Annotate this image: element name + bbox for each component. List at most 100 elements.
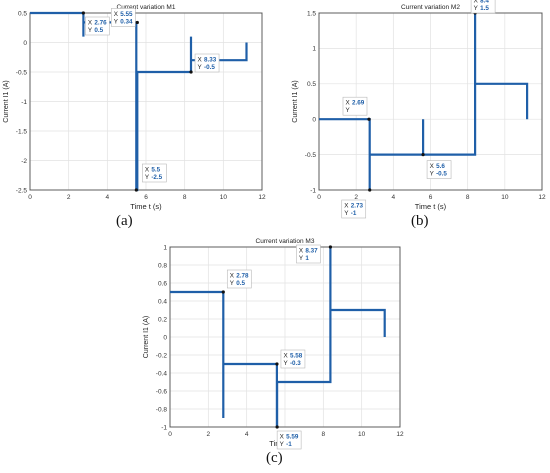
x-tick-label: 0 xyxy=(317,194,321,201)
datatip-x-label: X xyxy=(299,248,304,255)
y-tick-label: -2 xyxy=(21,158,27,165)
x-tick-label: 6 xyxy=(429,194,433,201)
datatip-y-label: Y xyxy=(344,210,349,217)
datatip-y-label: Y xyxy=(299,255,304,262)
x-axis-label: Time t (s) xyxy=(415,202,447,211)
y-axis-label: Current I1 (A) xyxy=(143,316,150,358)
datatip: X 5.55Y 0.34 xyxy=(111,8,136,27)
x-tick-label: 2 xyxy=(354,194,358,201)
y-tick-label: -0.5 xyxy=(16,69,28,76)
datatip-x-label: X xyxy=(283,353,288,360)
x-tick-label: 12 xyxy=(538,194,546,201)
x-tick-label: 12 xyxy=(396,431,404,438)
datatip: X 2.69Y xyxy=(342,96,368,116)
y-tick-label: -0.4 xyxy=(156,370,168,377)
datatip-box xyxy=(296,244,321,264)
y-axis-label: Current I1 (A) xyxy=(3,80,10,122)
datatip-y-label: Y xyxy=(283,360,288,367)
datatip-y-label: Y xyxy=(198,64,203,71)
datatip: X 2.78Y 0.5 xyxy=(226,269,252,289)
datatip-x-label: X xyxy=(474,0,479,5)
datatip-x-label: X xyxy=(88,20,93,27)
datatip-y-label: Y xyxy=(474,5,479,12)
series-line xyxy=(319,13,529,190)
datatip: X 5.6Y -0.5 xyxy=(426,160,452,179)
x-axis-label: Time t (s) xyxy=(130,202,162,211)
chart-panel-a: 0 2 4 6 8 10 12 0.5 0 -0.5 -1 -1.5 -2 -2.5 Current var… xyxy=(0,0,270,211)
y-tick-label: -0.2 xyxy=(156,352,168,359)
datatip-y-label: Y xyxy=(145,174,150,181)
x-tick-label: 8 xyxy=(183,194,187,201)
chart-title: Current variation M2 xyxy=(401,4,460,11)
x-tick-label: 8 xyxy=(322,431,326,438)
x-tick-label: 2 xyxy=(207,431,211,438)
datatip-y-label: Y xyxy=(280,441,285,448)
datatip-x-value: 8.33 xyxy=(204,57,217,64)
datatip-y-label: Y xyxy=(430,171,435,178)
caption-a: (a) xyxy=(116,213,133,229)
datatip-box xyxy=(426,160,452,179)
datatip-marker xyxy=(328,245,333,249)
datatip-x-value: 2.76 xyxy=(94,20,107,27)
x-tick-label: 0 xyxy=(28,194,32,201)
plot-frame xyxy=(318,12,543,191)
datatip-marker xyxy=(368,188,372,192)
datatip-x-label: X xyxy=(345,100,350,107)
y-tick-label: -1.5 xyxy=(16,128,28,135)
y-tick-label: 0.6 xyxy=(158,280,167,287)
datatip-box xyxy=(280,349,306,369)
datatip-marker xyxy=(275,425,279,429)
datatip-y-value: -0.5 xyxy=(436,171,447,178)
datatip-x-label: X xyxy=(344,203,349,210)
datatip-x-value: 2.73 xyxy=(351,203,364,210)
datatip-x-label: X xyxy=(198,57,203,64)
datatip-x-value: 5.6 xyxy=(436,163,445,170)
plot-frame xyxy=(29,12,263,191)
datatip-y-label: Y xyxy=(114,18,119,25)
datatip-y-value: -1 xyxy=(286,441,292,448)
datatip: X 8.33Y -0.5 xyxy=(194,53,220,73)
chart-a-svg: 0 2 4 6 8 10 12 0.5 0 -0.5 -1 -1.5 -2 -2.5 Current var… xyxy=(3,4,266,211)
chart-panel-c: 02468101210.80.60.40.20-0.2-0.4-0.6-0.8-… xyxy=(136,236,408,450)
datatip: X 2.73Y -1 xyxy=(341,199,367,219)
datatip-y-value: -1 xyxy=(351,210,357,217)
y-tick-label: -1 xyxy=(161,424,167,431)
caption-b: (b) xyxy=(411,213,429,229)
datatip-y-label: Y xyxy=(230,280,235,287)
datatip-box xyxy=(226,269,252,289)
caption-c: (c) xyxy=(266,450,283,466)
y-tick-label: 0.5 xyxy=(307,81,316,88)
datatip-x-value: 2.78 xyxy=(236,273,249,280)
plot-frame xyxy=(169,246,401,428)
chart-title: Current variation M1 xyxy=(117,4,176,11)
chart-c-svg: 02468101210.80.60.40.20-0.2-0.4-0.6-0.8-… xyxy=(143,238,404,450)
x-tick-label: 4 xyxy=(392,194,396,201)
y-tick-label: 0 xyxy=(23,40,27,47)
y-tick-label: 0.5 xyxy=(18,10,27,17)
datatip-box xyxy=(342,96,368,116)
datatip: X 2.76Y 0.5 xyxy=(85,16,110,36)
datatip-x-label: X xyxy=(114,11,119,18)
datatip-box xyxy=(470,0,496,14)
datatip-y-value: 0.5 xyxy=(236,280,245,287)
datatip-marker xyxy=(134,188,138,192)
datatip-x-label: X xyxy=(280,434,285,441)
datatip-y-value: 0.5 xyxy=(94,27,103,34)
datatip: X 8.37Y 1 xyxy=(296,244,321,264)
y-tick-label: 0.8 xyxy=(158,262,167,269)
x-tick-label: 10 xyxy=(220,194,228,201)
y-tick-label: 0 xyxy=(312,117,316,124)
x-tick-label: 10 xyxy=(358,431,366,438)
y-tick-label: 1.5 xyxy=(307,10,316,17)
x-tick-label: 6 xyxy=(144,194,148,201)
datatip-box xyxy=(85,16,110,36)
y-tick-label: -0.5 xyxy=(305,152,317,159)
datatip-y-value: 0.34 xyxy=(120,18,133,25)
datatip-box xyxy=(276,430,302,450)
datatip-x-label: X xyxy=(145,167,150,174)
chart-panel-b: 0 2 4 6 8 10 12 1.5 1 0.5 0 -0.5 -1 Current variation… xyxy=(278,0,550,219)
datatip-box xyxy=(341,199,367,219)
chart-b-svg: 0 2 4 6 8 10 12 1.5 1 0.5 0 -0.5 -1 Current variation… xyxy=(292,0,546,219)
x-tick-label: 4 xyxy=(245,431,249,438)
datatip-marker xyxy=(367,117,371,121)
